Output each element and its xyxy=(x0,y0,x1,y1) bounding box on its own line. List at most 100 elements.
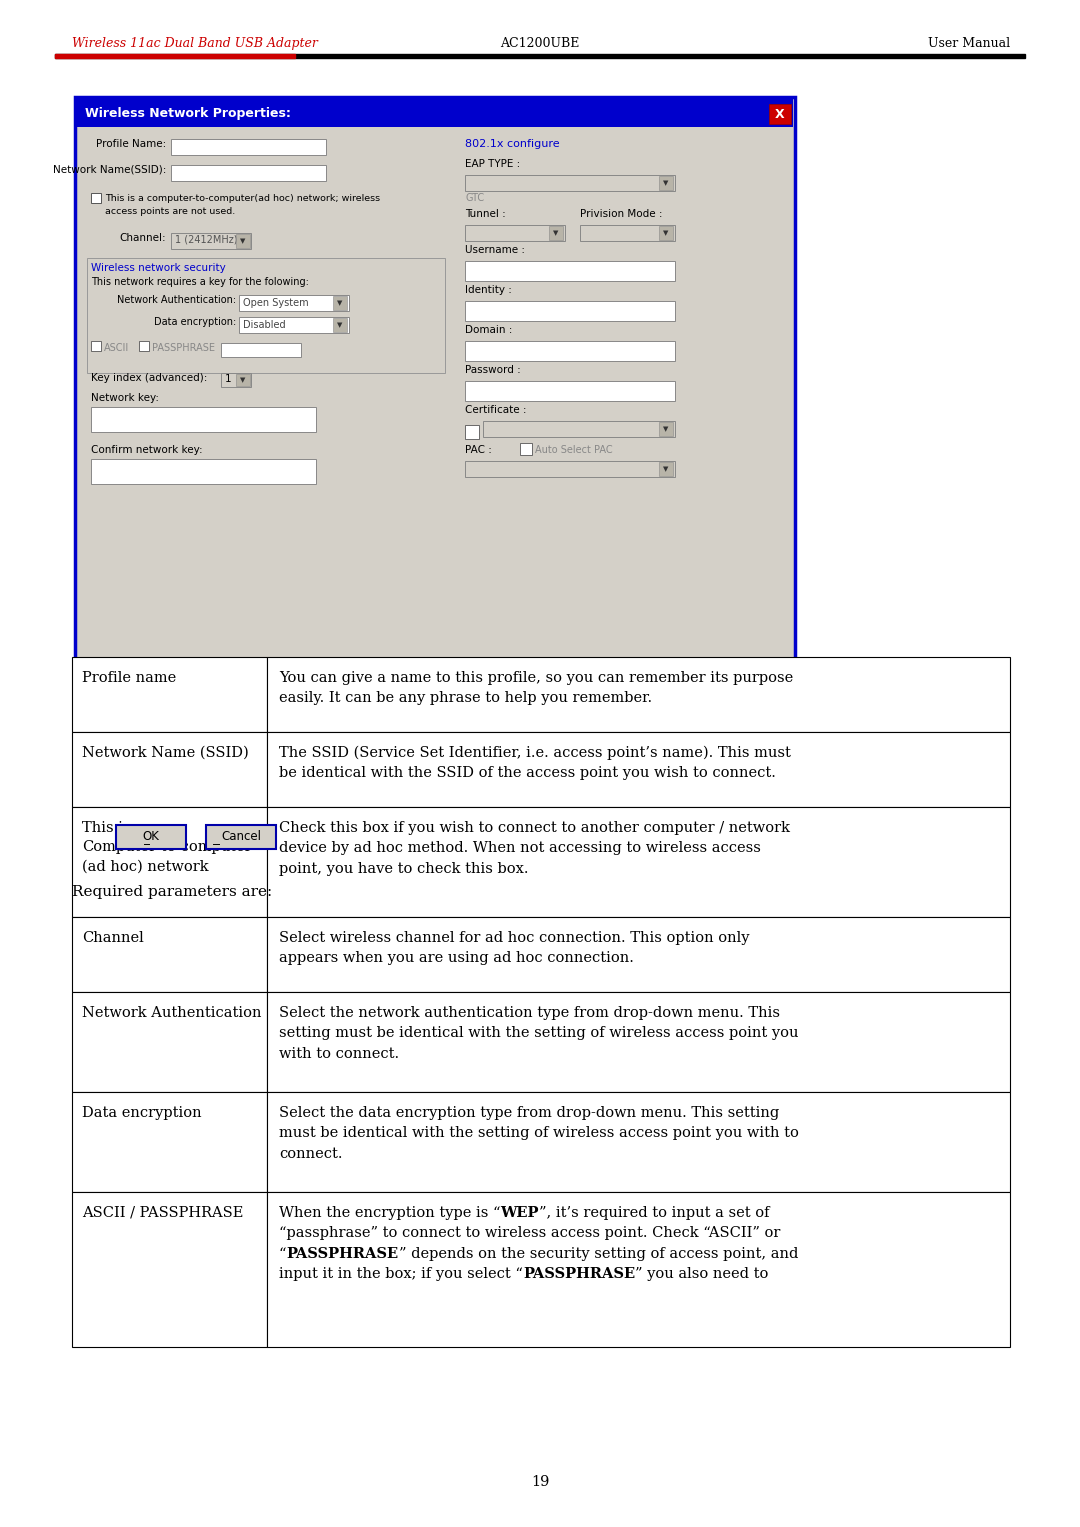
Bar xyxy=(465,461,675,476)
Text: input it in the box; if you select “: input it in the box; if you select “ xyxy=(279,1267,523,1281)
Bar xyxy=(72,657,267,731)
Bar xyxy=(465,425,480,438)
Bar xyxy=(267,1092,1010,1193)
Bar xyxy=(77,99,793,127)
Text: ” you also need to: ” you also need to xyxy=(635,1267,768,1281)
Bar xyxy=(267,993,1010,1092)
Text: ▼: ▼ xyxy=(241,377,245,383)
Text: This is a computer-to-computer(ad hoc) network; wireless: This is a computer-to-computer(ad hoc) n… xyxy=(105,194,380,203)
Bar xyxy=(465,382,675,402)
Text: PASSPHRASE: PASSPHRASE xyxy=(523,1267,635,1281)
Text: ASCII: ASCII xyxy=(104,344,130,353)
Text: Network Authentication: Network Authentication xyxy=(82,1006,261,1020)
Text: Cancel: Cancel xyxy=(221,831,261,843)
Text: Privision Mode :: Privision Mode : xyxy=(580,209,662,218)
Bar xyxy=(91,408,316,432)
Bar xyxy=(549,226,563,240)
Text: 802.1x configure: 802.1x configure xyxy=(465,139,559,150)
Bar xyxy=(465,176,675,191)
Bar xyxy=(206,825,276,849)
Text: Wireless 11ac Dual Band USB Adapter: Wireless 11ac Dual Band USB Adapter xyxy=(72,37,318,50)
Text: Profile name: Profile name xyxy=(82,670,176,686)
Text: Username :: Username : xyxy=(465,244,525,255)
Text: Data encryption: Data encryption xyxy=(82,1106,202,1119)
Bar xyxy=(483,421,675,437)
Bar xyxy=(659,226,673,240)
Text: must be identical with the setting of wireless access point you with to: must be identical with the setting of wi… xyxy=(279,1127,799,1141)
Bar xyxy=(87,258,445,373)
Text: Network Name(SSID):: Network Name(SSID): xyxy=(53,165,166,176)
Text: Open System: Open System xyxy=(243,298,309,308)
Bar xyxy=(769,104,791,124)
Bar xyxy=(72,806,267,918)
Text: EAP TYPE :: EAP TYPE : xyxy=(465,159,521,169)
Text: Disabled: Disabled xyxy=(243,321,285,330)
Text: 19: 19 xyxy=(530,1475,550,1489)
Bar xyxy=(659,421,673,437)
Text: X: X xyxy=(775,107,785,121)
Text: point, you have to check this box.: point, you have to check this box. xyxy=(279,861,528,876)
Bar xyxy=(659,463,673,476)
Bar xyxy=(465,224,565,241)
Text: Wireless Network Properties:: Wireless Network Properties: xyxy=(85,107,291,119)
Bar xyxy=(116,825,186,849)
Bar xyxy=(72,1193,267,1347)
Text: Select wireless channel for ad hoc connection. This option only: Select wireless channel for ad hoc conne… xyxy=(279,931,750,945)
Text: ▼: ▼ xyxy=(553,231,558,237)
Text: This is a
Computer-to-computer
(ad hoc) network: This is a Computer-to-computer (ad hoc) … xyxy=(82,822,252,873)
Text: Identity :: Identity : xyxy=(465,286,512,295)
Text: connect.: connect. xyxy=(279,1147,342,1161)
Text: Select the network authentication type from drop-down menu. This: Select the network authentication type f… xyxy=(279,1006,780,1020)
Text: Domain :: Domain : xyxy=(465,325,512,334)
Text: Check this box if you wish to connect to another computer / network: Check this box if you wish to connect to… xyxy=(279,822,789,835)
Bar xyxy=(519,443,532,455)
Bar xyxy=(79,128,453,863)
Text: Tunnel :: Tunnel : xyxy=(465,209,505,218)
Text: Confirm network key:: Confirm network key: xyxy=(91,444,203,455)
Text: WEP: WEP xyxy=(500,1206,539,1220)
Text: The SSID (Service Set Identifier, i.e. access point’s name). This must: The SSID (Service Set Identifier, i.e. a… xyxy=(279,747,791,760)
Text: ▼: ▼ xyxy=(663,466,669,472)
Bar xyxy=(267,657,1010,731)
Text: PASSPHRASE: PASSPHRASE xyxy=(152,344,215,353)
Text: You can give a name to this profile, so you can remember its purpose: You can give a name to this profile, so … xyxy=(279,670,793,686)
Text: Data encryption:: Data encryption: xyxy=(153,318,237,327)
Bar xyxy=(75,98,795,867)
Text: This network requires a key for the folowing:: This network requires a key for the folo… xyxy=(91,276,309,287)
Text: ” depends on the security setting of access point, and: ” depends on the security setting of acc… xyxy=(399,1248,798,1261)
Bar xyxy=(237,234,249,247)
Bar xyxy=(580,224,675,241)
Bar xyxy=(72,731,267,806)
Bar xyxy=(239,295,349,312)
Bar xyxy=(465,301,675,321)
Bar xyxy=(55,53,295,58)
Bar xyxy=(139,341,149,351)
Text: ▼: ▼ xyxy=(337,322,342,328)
Text: “: “ xyxy=(279,1248,286,1261)
Bar xyxy=(267,918,1010,993)
Text: AC1200UBE: AC1200UBE xyxy=(500,37,580,50)
Bar xyxy=(333,296,347,310)
Text: access points are not used.: access points are not used. xyxy=(105,208,235,215)
Text: Channel:: Channel: xyxy=(120,234,166,243)
Text: Required parameters are:: Required parameters are: xyxy=(72,886,272,899)
Bar xyxy=(72,993,267,1092)
Text: Network key:: Network key: xyxy=(91,392,159,403)
Text: ▼: ▼ xyxy=(337,299,342,305)
Text: device by ad hoc method. When not accessing to wireless access: device by ad hoc method. When not access… xyxy=(279,841,761,855)
Bar xyxy=(267,806,1010,918)
Text: ▼: ▼ xyxy=(241,238,245,244)
Text: easily. It can be any phrase to help you remember.: easily. It can be any phrase to help you… xyxy=(279,692,652,705)
Text: with to connect.: with to connect. xyxy=(279,1048,400,1061)
Text: 1 (2412MHz): 1 (2412MHz) xyxy=(175,234,238,244)
Text: appears when you are using ad hoc connection.: appears when you are using ad hoc connec… xyxy=(279,951,634,965)
Text: When the encryption type is “: When the encryption type is “ xyxy=(279,1206,500,1220)
Bar xyxy=(221,344,301,357)
Bar xyxy=(91,341,102,351)
Bar xyxy=(72,918,267,993)
Text: User Manual: User Manual xyxy=(928,37,1010,50)
Text: Select the data encryption type from drop-down menu. This setting: Select the data encryption type from dro… xyxy=(279,1106,780,1119)
Text: be identical with the SSID of the access point you wish to connect.: be identical with the SSID of the access… xyxy=(279,767,775,780)
Bar xyxy=(72,1092,267,1193)
Text: PASSPHRASE: PASSPHRASE xyxy=(286,1248,399,1261)
